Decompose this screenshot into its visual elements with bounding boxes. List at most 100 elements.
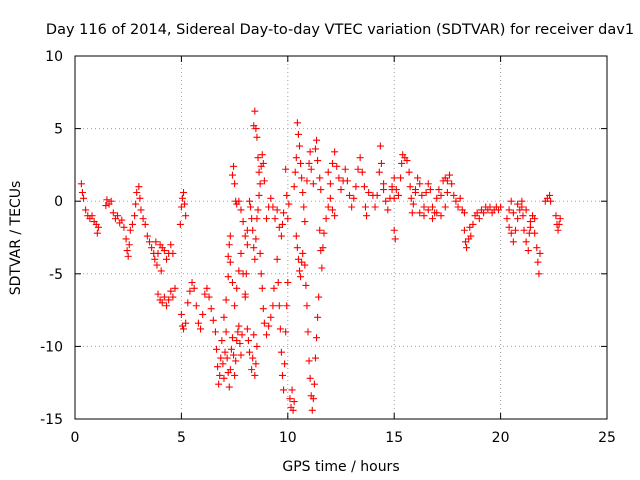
data-point — [123, 247, 131, 255]
data-point — [486, 203, 494, 211]
data-point — [143, 232, 151, 240]
data-point — [358, 168, 366, 176]
data-point — [406, 183, 414, 191]
data-point — [128, 220, 136, 228]
data-point — [363, 212, 371, 220]
data-point — [225, 383, 233, 391]
data-point — [154, 290, 162, 298]
data-point — [190, 284, 198, 292]
data-point — [311, 354, 319, 362]
data-point — [437, 191, 445, 199]
data-point — [301, 218, 309, 226]
data-point — [293, 119, 301, 127]
data-point — [467, 232, 475, 240]
data-point — [255, 168, 263, 176]
data-point — [394, 191, 402, 199]
data-point — [88, 212, 96, 220]
data-point — [356, 154, 364, 162]
data-point — [182, 319, 190, 327]
data-point — [167, 287, 175, 295]
data-point — [298, 258, 306, 266]
data-point — [235, 267, 243, 275]
data-point — [224, 273, 232, 281]
data-point — [280, 386, 288, 394]
data-point — [145, 238, 153, 246]
data-point — [239, 218, 247, 226]
data-point — [247, 203, 255, 211]
data-point — [269, 203, 277, 211]
data-point — [263, 331, 271, 339]
data-point — [519, 212, 527, 220]
data-point — [275, 302, 283, 310]
data-point — [163, 302, 171, 310]
data-point — [250, 244, 258, 252]
data-point — [225, 241, 233, 249]
data-point — [322, 215, 330, 223]
data-point — [302, 281, 310, 289]
data-point — [533, 244, 541, 252]
data-point — [251, 107, 259, 115]
data-point — [426, 186, 434, 194]
data-point — [93, 229, 101, 237]
data-point — [331, 148, 339, 156]
data-point — [209, 316, 217, 324]
data-point — [228, 334, 236, 342]
data-point — [291, 168, 299, 176]
data-point — [245, 197, 253, 205]
data-point — [392, 186, 400, 194]
data-point — [377, 159, 385, 167]
data-point — [228, 279, 236, 287]
data-point — [251, 371, 259, 379]
data-point — [137, 206, 145, 214]
data-point — [290, 183, 298, 191]
data-point — [314, 313, 322, 321]
data-point — [424, 206, 432, 214]
data-point — [152, 238, 160, 246]
data-point — [80, 194, 88, 202]
data-point — [259, 159, 267, 167]
data-point — [273, 206, 281, 214]
data-point — [554, 226, 562, 234]
data-point — [466, 223, 474, 231]
data-point — [135, 183, 143, 191]
data-point — [294, 255, 302, 263]
data-point — [352, 183, 360, 191]
data-point — [317, 186, 325, 194]
data-point — [273, 255, 281, 263]
y-axis-label: SDTVAR / TECUs — [8, 181, 24, 296]
data-point — [178, 194, 186, 202]
data-point — [411, 186, 419, 194]
data-point — [169, 293, 177, 301]
data-point — [231, 180, 239, 188]
x-tick-label: 10 — [279, 430, 297, 446]
data-point — [180, 325, 188, 333]
data-point — [258, 284, 266, 292]
data-point — [157, 267, 165, 275]
data-point — [514, 200, 522, 208]
data-point — [219, 360, 227, 368]
data-point — [288, 386, 296, 394]
data-point — [454, 203, 462, 211]
data-point — [518, 197, 526, 205]
data-point — [158, 299, 166, 307]
data-point — [361, 203, 369, 211]
y-tick-label: -10 — [40, 339, 63, 355]
data-point — [346, 191, 354, 199]
data-point — [253, 215, 261, 223]
y-tick-label: 0 — [54, 194, 63, 210]
data-point — [403, 157, 411, 165]
data-point — [348, 203, 356, 211]
data-point — [154, 249, 162, 257]
data-point — [216, 371, 224, 379]
data-point — [136, 194, 144, 202]
data-point — [299, 249, 307, 257]
data-point — [227, 345, 235, 353]
data-point — [237, 351, 245, 359]
data-point — [316, 226, 324, 234]
data-point — [256, 180, 264, 188]
data-point — [316, 174, 324, 182]
data-point — [184, 299, 192, 307]
data-point — [223, 354, 231, 362]
data-point — [304, 328, 312, 336]
data-point — [324, 168, 332, 176]
